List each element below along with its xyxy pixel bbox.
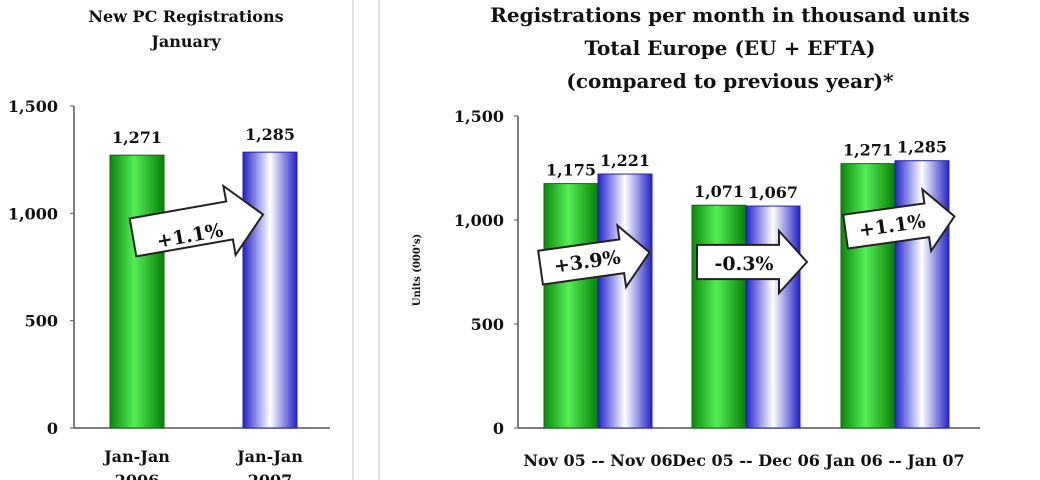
x-category-label: Dec 05 -- Dec 06 <box>672 451 820 470</box>
y-tick-label: 1,500 <box>8 97 58 116</box>
bar-value-label: 1,271 <box>843 141 893 160</box>
chart-title-line: January <box>149 32 221 51</box>
chart-title-line: Total Europe (EU + EFTA) <box>584 36 875 60</box>
change-arrow <box>696 228 809 296</box>
y-tick-label: 500 <box>25 312 58 331</box>
bar <box>109 154 165 429</box>
y-tick-label: 1,000 <box>454 211 504 230</box>
y-tick-label: 500 <box>471 315 504 334</box>
chart-title-line: New PC Registrations <box>88 7 283 26</box>
y-tick-label: 1,000 <box>8 204 58 223</box>
x-category-label: 2006 <box>115 471 160 480</box>
bar-value-label: 1,285 <box>245 125 295 144</box>
x-category-label: Jan 06 -- Jan 07 <box>823 451 964 470</box>
bar <box>597 173 653 429</box>
bar <box>242 151 298 429</box>
change-arrow <box>842 187 956 254</box>
y-tick-label: 0 <box>47 419 58 438</box>
chart-title-line: Registrations per month in thousand unit… <box>490 3 970 27</box>
right-chart-panel: Registrations per month in thousand unit… <box>378 0 1040 480</box>
bar-value-label: 1,221 <box>600 151 650 170</box>
bar <box>691 204 747 429</box>
bar-value-label: 1,067 <box>748 183 798 202</box>
chart-title-line: (compared to previous year)* <box>566 69 894 93</box>
change-arrow <box>537 223 651 290</box>
bar <box>543 183 599 429</box>
bar-value-label: 1,175 <box>546 161 596 180</box>
right-chart: Registrations per month in thousand unit… <box>412 3 980 470</box>
x-category-label: Nov 05 -- Nov 06 <box>523 451 672 470</box>
x-category-label: 2007 <box>248 471 293 480</box>
x-category-label: Jan-Jan <box>235 447 303 466</box>
y-tick-label: 1,500 <box>454 107 504 126</box>
left-chart-panel: New PC Registrations January 0 500 1,000 1,50… <box>0 0 354 480</box>
bar <box>894 160 950 429</box>
bar-value-label: 1,071 <box>694 182 744 201</box>
y-axis-title: Units (000's) <box>412 234 423 307</box>
bar <box>745 205 801 429</box>
change-arrow <box>128 183 265 258</box>
change-label: -0.3% <box>715 253 774 275</box>
y-tick-label: 0 <box>493 419 504 438</box>
x-category-label: Jan-Jan <box>102 447 170 466</box>
left-chart: New PC Registrations January 0 500 1,000 1,50… <box>8 7 330 480</box>
bar <box>840 163 896 429</box>
bar-value-label: 1,285 <box>897 138 947 157</box>
bar-value-label: 1,271 <box>112 128 162 147</box>
